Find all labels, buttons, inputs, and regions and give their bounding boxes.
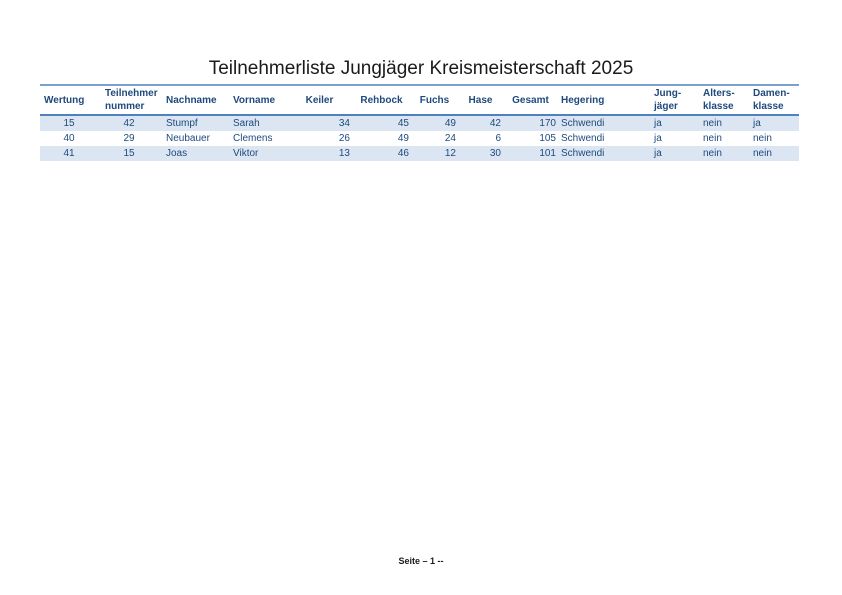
cell-hase: 30 <box>458 146 503 161</box>
cell-nachname: Neubauer <box>160 131 229 146</box>
table-header-row: Wertung Teilnehmer nummer Nachname Vorname K… <box>40 85 799 116</box>
column-header-jungjaeger: Jung- jäger <box>648 85 697 116</box>
column-header-hegering: Hegering <box>558 85 648 116</box>
cell-wertung: 15 <box>40 115 98 131</box>
cell-nachname: Stumpf <box>160 115 229 131</box>
cell-teilnehmernummer: 42 <box>98 115 160 131</box>
cell-altersklasse: nein <box>697 146 747 161</box>
cell-nachname: Joas <box>160 146 229 161</box>
cell-keiler: 34 <box>287 115 352 131</box>
cell-hegering: Schwendi <box>558 131 648 146</box>
cell-gesamt: 105 <box>503 131 558 146</box>
column-header-vorname: Vorname <box>229 85 287 116</box>
column-header-teilnehmernummer: Teilnehmer nummer <box>98 85 160 116</box>
page-title: Teilnehmerliste Jungjäger Kreismeistersc… <box>208 58 634 79</box>
cell-hase: 6 <box>458 131 503 146</box>
column-header-keiler: Keiler <box>287 85 352 116</box>
cell-fuchs: 24 <box>411 131 458 146</box>
page-footer: Seite – 1 -- <box>398 556 444 566</box>
cell-keiler: 26 <box>287 131 352 146</box>
table-body: 15 42 Stumpf Sarah 34 45 49 42 170 Schwendi ja nein… <box>40 115 799 161</box>
cell-vorname: Sarah <box>229 115 287 131</box>
cell-rehbock: 49 <box>352 131 411 146</box>
column-header-gesamt: Gesamt <box>503 85 558 116</box>
cell-hegering: Schwendi <box>558 146 648 161</box>
cell-damenklasse: nein <box>747 131 799 146</box>
cell-hegering: Schwendi <box>558 115 648 131</box>
column-header-damenklasse: Damen- klasse <box>747 85 799 116</box>
cell-keiler: 13 <box>287 146 352 161</box>
cell-altersklasse: nein <box>697 131 747 146</box>
cell-fuchs: 12 <box>411 146 458 161</box>
cell-jungjaeger: ja <box>648 146 697 161</box>
cell-gesamt: 101 <box>503 146 558 161</box>
participants-table: Wertung Teilnehmer nummer Nachname Vorname K… <box>40 84 799 161</box>
cell-teilnehmernummer: 29 <box>98 131 160 146</box>
table-row: 41 15 Joas Viktor 13 46 12 30 101 Schwendi ja nein n… <box>40 146 799 161</box>
cell-teilnehmernummer: 15 <box>98 146 160 161</box>
cell-vorname: Clemens <box>229 131 287 146</box>
column-header-hase: Hase <box>458 85 503 116</box>
cell-rehbock: 46 <box>352 146 411 161</box>
column-header-fuchs: Fuchs <box>411 85 458 116</box>
cell-jungjaeger: ja <box>648 131 697 146</box>
cell-fuchs: 49 <box>411 115 458 131</box>
cell-damenklasse: ja <box>747 115 799 131</box>
column-header-nachname: Nachname <box>160 85 229 116</box>
cell-hase: 42 <box>458 115 503 131</box>
cell-damenklasse: nein <box>747 146 799 161</box>
table-row: 40 29 Neubauer Clemens 26 49 24 6 105 Schwendi ja n… <box>40 131 799 146</box>
cell-jungjaeger: ja <box>648 115 697 131</box>
cell-gesamt: 170 <box>503 115 558 131</box>
cell-vorname: Viktor <box>229 146 287 161</box>
table-row: 15 42 Stumpf Sarah 34 45 49 42 170 Schwendi ja nein… <box>40 115 799 131</box>
cell-wertung: 40 <box>40 131 98 146</box>
table-header: Wertung Teilnehmer nummer Nachname Vorname K… <box>40 85 799 116</box>
cell-altersklasse: nein <box>697 115 747 131</box>
cell-rehbock: 45 <box>352 115 411 131</box>
column-header-altersklasse: Alters- klasse <box>697 85 747 116</box>
cell-wertung: 41 <box>40 146 98 161</box>
column-header-wertung: Wertung <box>40 85 98 116</box>
column-header-rehbock: Rehbock <box>352 85 411 116</box>
